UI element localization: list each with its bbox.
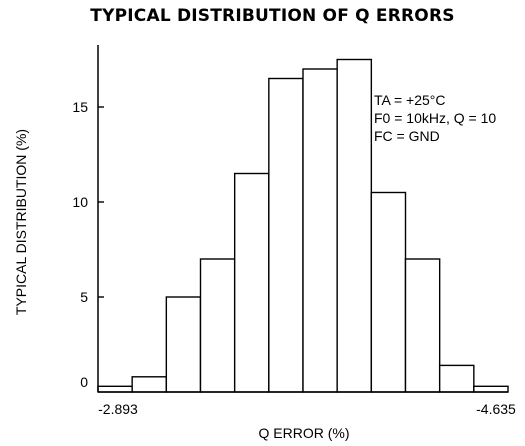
histogram-bar [268,77,304,393]
y-tick-label: 0 [80,374,88,390]
y-tick-label: 15 [72,99,88,115]
histogram-bar [473,385,509,393]
y-ticks-group: 0 5 10 15 [72,99,104,390]
chart-title: TYPICAL DISTRIBUTION OF Q ERRORS [90,6,455,26]
histogram-bar [404,258,441,393]
histogram-bar [336,58,373,393]
histogram-bar [233,172,270,393]
y-tick-label: 5 [80,289,88,305]
histogram-bar [302,68,338,393]
annotation-fc: FC = GND [374,128,440,144]
histogram-bar [165,296,202,393]
annotation-block: TA = +25°C F0 = 10kHz, Q = 10 FC = GND [374,92,496,144]
y-tick-label: 10 [72,194,88,210]
bars-group [97,58,509,393]
histogram-bar [438,364,475,393]
histogram-bar [131,376,168,393]
x-range-start-label: -2.893 [98,401,138,417]
annotation-frequency: F0 = 10kHz, Q = 10 [374,110,496,126]
histogram-bar [199,258,236,393]
histogram-bar [97,385,133,393]
x-axis-label: Q ERROR (%) [259,425,350,441]
x-range-end-label: -4.635 [476,401,516,417]
histogram-bar [370,191,407,393]
y-axis-label: TYPICAL DISTRIBUTION (%) [13,129,29,315]
annotation-temperature: TA = +25°C [374,92,446,108]
